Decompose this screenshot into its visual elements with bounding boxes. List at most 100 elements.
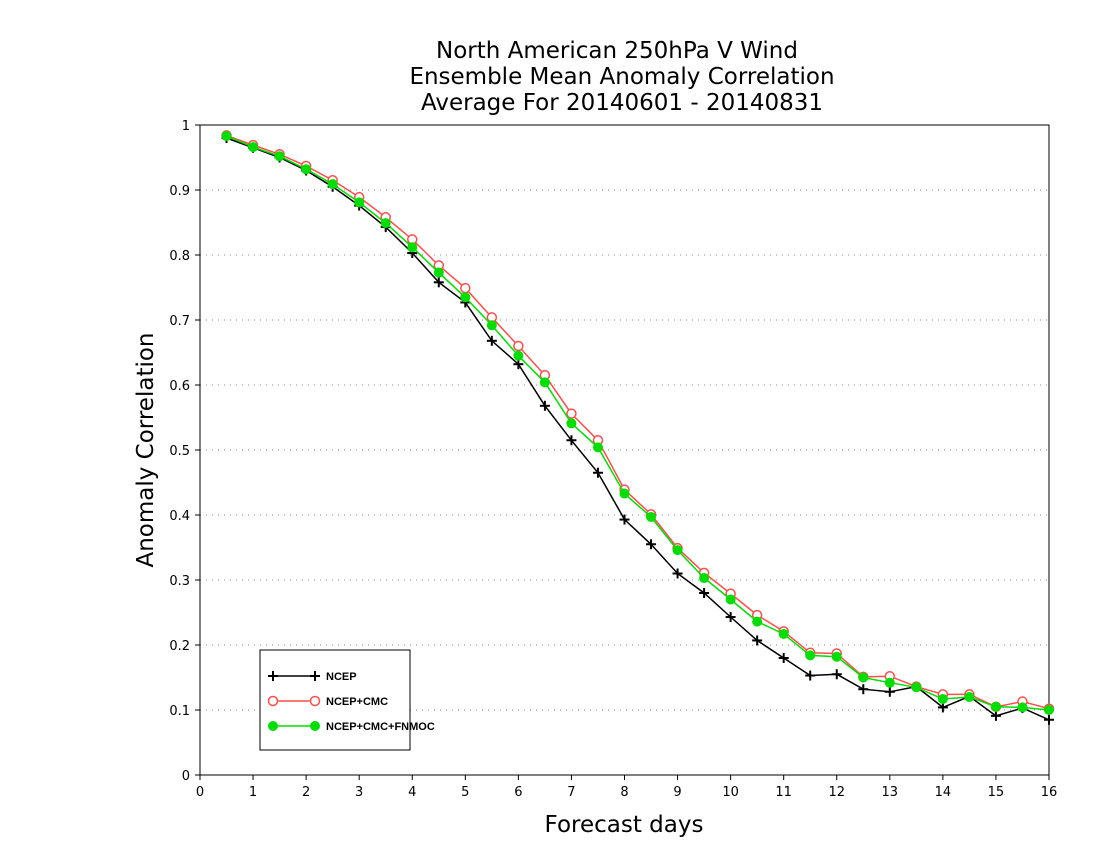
legend-label: NCEP bbox=[326, 671, 357, 683]
data-point bbox=[1017, 702, 1028, 713]
x-tick-label: 0 bbox=[196, 785, 204, 800]
y-tick-label: 0.8 bbox=[169, 249, 190, 264]
x-tick-label: 3 bbox=[355, 785, 363, 800]
data-point bbox=[672, 545, 683, 556]
data-point bbox=[805, 670, 816, 681]
x-tick-label: 6 bbox=[514, 785, 522, 800]
data-point bbox=[619, 488, 630, 499]
x-tick-label: 13 bbox=[882, 785, 899, 800]
x-tick-label: 5 bbox=[461, 785, 469, 800]
data-point bbox=[433, 267, 444, 278]
legend-marker bbox=[310, 671, 320, 681]
x-tick-label: 1 bbox=[249, 785, 257, 800]
x-tick-label: 15 bbox=[988, 785, 1005, 800]
data-point bbox=[513, 350, 524, 361]
y-tick-label: 0.7 bbox=[169, 314, 190, 329]
data-point bbox=[274, 151, 285, 162]
data-point bbox=[221, 131, 232, 142]
data-point bbox=[248, 142, 259, 153]
data-point bbox=[327, 179, 338, 190]
data-point bbox=[858, 672, 869, 683]
y-tick-label: 1 bbox=[182, 119, 190, 134]
data-point bbox=[513, 340, 524, 352]
data-point bbox=[380, 218, 391, 229]
chart-title-line-2: Ensemble Mean Anomaly Correlation bbox=[409, 64, 834, 90]
x-tick-label: 9 bbox=[673, 785, 681, 800]
x-tick-label: 11 bbox=[775, 785, 792, 800]
data-point bbox=[831, 651, 842, 662]
data-point bbox=[937, 702, 948, 713]
x-axis-title: Forecast days bbox=[545, 812, 704, 838]
x-tick-label: 16 bbox=[1041, 785, 1058, 800]
data-point bbox=[566, 435, 577, 446]
legend-marker bbox=[267, 695, 279, 707]
data-point bbox=[884, 677, 895, 688]
data-point bbox=[884, 686, 895, 697]
data-point bbox=[672, 568, 683, 579]
data-point bbox=[699, 588, 710, 598]
data-point bbox=[539, 400, 550, 411]
data-point bbox=[1044, 705, 1054, 715]
x-tick-label: 4 bbox=[408, 785, 416, 800]
data-point bbox=[646, 511, 657, 522]
y-tick-label: 0.3 bbox=[169, 574, 190, 589]
series-ncep-cmc bbox=[221, 130, 1055, 714]
data-point bbox=[301, 164, 312, 175]
data-point bbox=[990, 710, 1001, 721]
y-tick-label: 0.4 bbox=[169, 509, 190, 524]
y-tick-label: 0.5 bbox=[169, 444, 190, 459]
legend: NCEP NCEP+CMC NCEP+CMC+FNMOC bbox=[259, 649, 435, 751]
data-point bbox=[460, 282, 471, 294]
series-ncep-cmc-fnmoc bbox=[221, 131, 1054, 715]
legend-marker bbox=[310, 721, 320, 731]
data-point bbox=[566, 408, 577, 419]
y-tick-label: 0 bbox=[182, 769, 190, 784]
data-point bbox=[513, 359, 524, 370]
y-tick-label: 0.2 bbox=[169, 639, 190, 654]
series-layer bbox=[221, 130, 1055, 725]
data-point bbox=[619, 514, 630, 525]
x-tick-label: 2 bbox=[302, 785, 310, 800]
legend-box bbox=[259, 649, 411, 751]
y-gridlines bbox=[200, 189, 1049, 711]
x-tick-label: 10 bbox=[722, 785, 739, 800]
x-tick-label: 12 bbox=[828, 785, 845, 800]
data-point bbox=[486, 320, 497, 331]
data-point bbox=[354, 197, 365, 208]
legend-marker bbox=[268, 671, 278, 681]
chart-title: North American 250hPa V Wind Ensemble Me… bbox=[409, 38, 834, 116]
data-point bbox=[592, 467, 603, 478]
legend-entry-ncep: NCEP bbox=[268, 671, 357, 683]
data-point bbox=[937, 693, 948, 704]
y-tick-label: 0.1 bbox=[169, 704, 190, 719]
legend-marker bbox=[268, 721, 278, 731]
data-point bbox=[990, 701, 1001, 712]
data-point bbox=[1044, 714, 1054, 725]
y-tick-label: 0.6 bbox=[169, 379, 190, 394]
data-point bbox=[486, 335, 497, 346]
series-ncep bbox=[221, 133, 1054, 725]
data-point bbox=[407, 242, 418, 253]
y-tick-label: 0.9 bbox=[169, 184, 190, 199]
data-point bbox=[752, 635, 763, 646]
x-axis-ticks: 0 1 2 3 4 5 6 7 8 9 10 11 12 13 14 15 16 bbox=[196, 775, 1057, 800]
data-point bbox=[805, 650, 816, 661]
series-line bbox=[226, 135, 1050, 711]
data-point bbox=[831, 669, 842, 680]
series-line bbox=[226, 137, 1050, 721]
legend-label: NCEP+CMC bbox=[326, 696, 388, 708]
legend-entry-ncep-cmc-fnmoc: NCEP+CMC+FNMOC bbox=[268, 721, 435, 733]
legend-label: NCEP+CMC+FNMOC bbox=[326, 721, 435, 733]
data-point bbox=[778, 653, 789, 663]
data-point bbox=[460, 292, 471, 303]
data-point bbox=[646, 539, 657, 550]
plot-frame bbox=[199, 124, 1050, 776]
data-point bbox=[566, 418, 577, 429]
data-point bbox=[433, 277, 444, 288]
data-point bbox=[725, 612, 736, 623]
data-point bbox=[858, 684, 869, 695]
legend-entry-ncep-cmc: NCEP+CMC bbox=[267, 695, 388, 708]
series-line bbox=[226, 134, 1050, 710]
y-axis-title: Anomaly Correlation bbox=[133, 332, 159, 567]
data-point bbox=[699, 573, 710, 584]
